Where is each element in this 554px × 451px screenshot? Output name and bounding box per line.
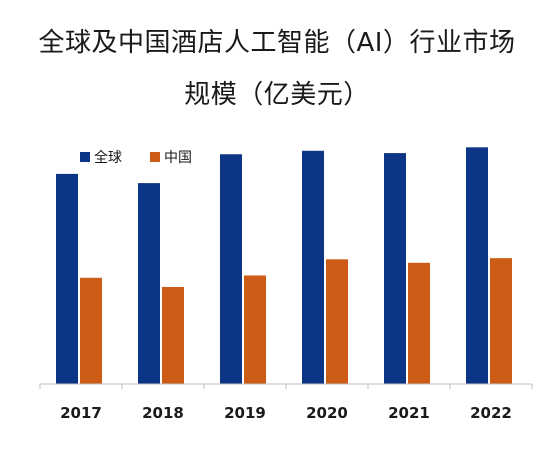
x-tick-label-2021: 2021 [388, 404, 430, 422]
bar-china-2021 [408, 262, 430, 384]
chart-title-line-2: 规模（亿美元） [184, 80, 370, 110]
x-tick-label-2017: 2017 [60, 404, 102, 422]
legend-label-global: 全球 [94, 149, 122, 166]
legend-label-china: 中国 [164, 150, 192, 166]
x-tick-label-2020: 2020 [306, 404, 348, 422]
bar-china-2020 [326, 259, 348, 384]
bar-china-2018 [162, 287, 184, 384]
bar-global-2017 [56, 173, 78, 384]
legend-swatch-china [150, 152, 160, 162]
legend: 全球 中国 [80, 149, 192, 166]
x-tick-label-2022: 2022 [470, 404, 512, 422]
bar-china-2022 [490, 258, 512, 384]
bars [56, 147, 512, 384]
bar-global-2020 [302, 150, 324, 384]
bar-global-2021 [384, 153, 406, 384]
bar-global-2018 [138, 183, 160, 384]
bar-china-2017 [80, 277, 102, 384]
chart-title-line-1: 全球及中国酒店人工智能（AI）行业市场 [38, 28, 516, 58]
x-axis: 2017 2018 2019 2020 2021 2022 [39, 383, 533, 422]
legend-swatch-global [80, 152, 90, 162]
bar-global-2019 [220, 154, 242, 384]
x-tick-label-2019: 2019 [224, 404, 266, 422]
bar-global-2022 [466, 147, 488, 384]
x-tick-label-2018: 2018 [142, 404, 184, 422]
bar-china-2019 [244, 275, 266, 384]
